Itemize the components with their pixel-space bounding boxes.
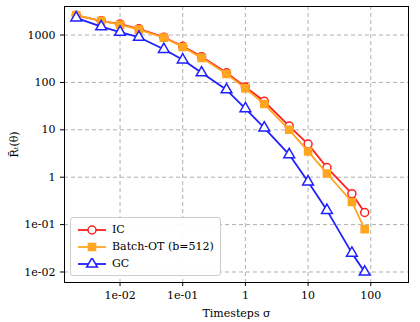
html-text:GC: GC (112, 257, 130, 270)
html-text:Batch-OT (b=512): Batch-OT (b=512) (112, 240, 214, 253)
svg-text:1: 1 (242, 289, 249, 302)
svg-text:1e-02: 1e-02 (24, 266, 55, 279)
svg-text:100: 100 (35, 76, 56, 89)
svg-text:Timesteps σ: Timesteps σ (202, 307, 271, 320)
svg-text:10: 10 (42, 123, 56, 136)
svg-text:1000: 1000 (28, 29, 56, 42)
svg-text:1e-01: 1e-01 (24, 218, 55, 231)
svg-text:R̄ₜ(θ): R̄ₜ(θ) (8, 131, 21, 157)
svg-text:1e-01: 1e-01 (167, 289, 198, 302)
html-text:IC: IC (112, 223, 125, 236)
svg-text:100: 100 (360, 289, 381, 302)
svg-text:1: 1 (49, 171, 56, 184)
svg-text:1e-02: 1e-02 (104, 289, 135, 302)
svg-text:10: 10 (301, 289, 315, 302)
